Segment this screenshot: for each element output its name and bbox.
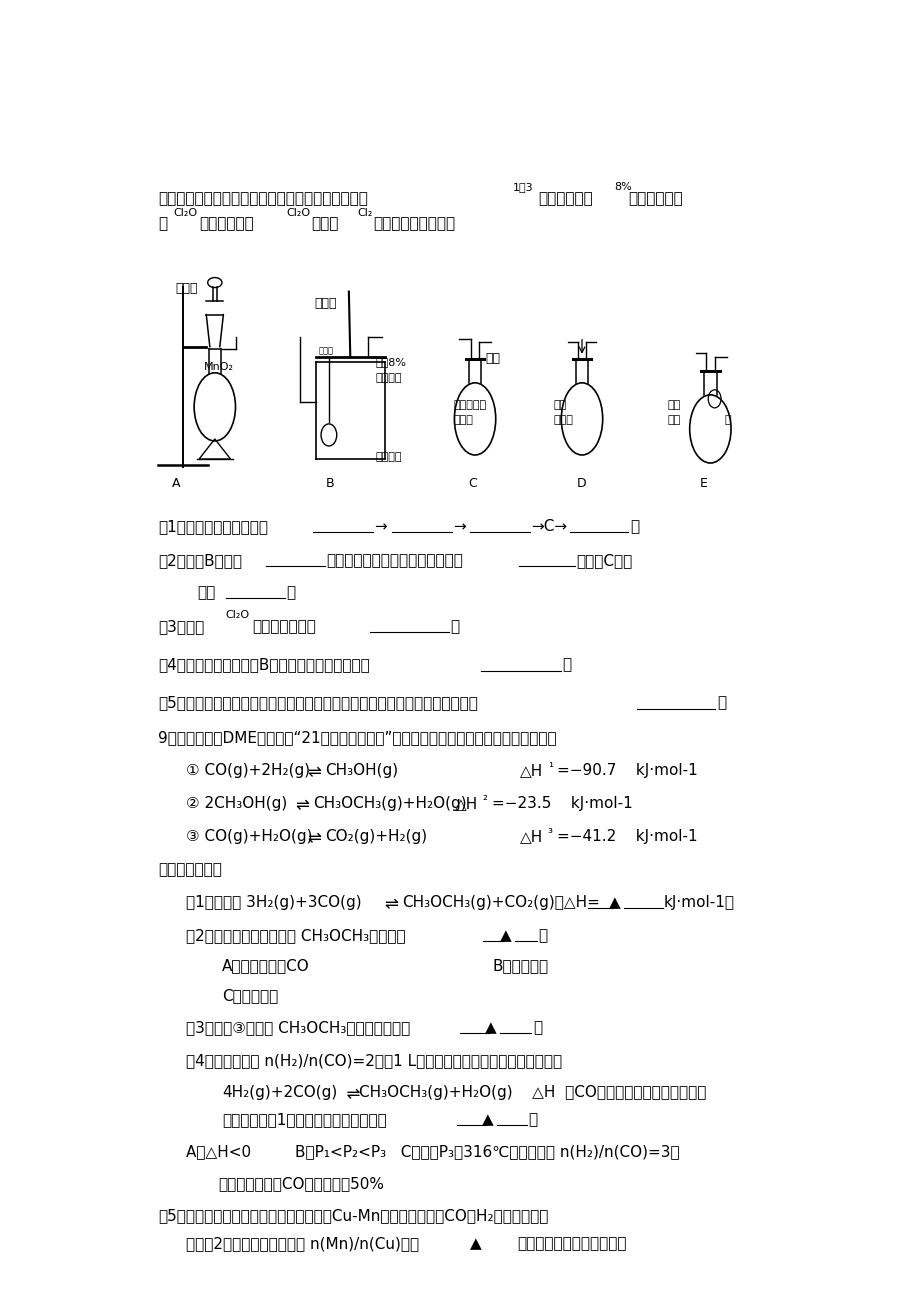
Text: 。: 。 bbox=[286, 586, 295, 600]
Text: ▲: ▲ bbox=[484, 1021, 496, 1035]
Text: 正确云: 正确云 bbox=[318, 346, 333, 355]
Text: Cl₂O: Cl₂O bbox=[174, 208, 198, 219]
Text: （5）此方法相对于用氯气直接溡于水制备次氯酸溶液有两个主要优点，分别是: （5）此方法相对于用氯气直接溡于水制备次氯酸溶液有两个主要优点，分别是 bbox=[158, 695, 477, 711]
Text: 观察图2回答问题。如化剂中 n(Mn)/n(Cu)约为: 观察图2回答问题。如化剂中 n(Mn)/n(Cu)约为 bbox=[186, 1236, 419, 1251]
Text: Cl₂O: Cl₂O bbox=[286, 208, 310, 219]
Text: A: A bbox=[172, 477, 180, 490]
Text: ⇌: ⇌ bbox=[295, 796, 309, 814]
Text: （3）制备: （3）制备 bbox=[158, 620, 204, 634]
Text: （1）各装置的连接顺序为: （1）各装置的连接顺序为 bbox=[158, 519, 267, 534]
Text: 的碳酸钓中制: 的碳酸钓中制 bbox=[628, 191, 683, 206]
Text: ₂: ₂ bbox=[482, 790, 487, 803]
Text: ▲: ▲ bbox=[470, 1236, 482, 1251]
Text: ₁: ₁ bbox=[547, 756, 552, 769]
Text: CH₃OCH₃(g)+H₂O(g): CH₃OCH₃(g)+H₂O(g) bbox=[312, 796, 466, 811]
Text: 。: 。 bbox=[562, 658, 571, 673]
Text: 含汸8%: 含汸8% bbox=[375, 357, 406, 367]
Text: =−41.2    kJ·mol-1: =−41.2 kJ·mol-1 bbox=[557, 829, 697, 844]
Text: 球泡: 球泡 bbox=[667, 415, 680, 424]
Text: 。: 。 bbox=[716, 695, 725, 711]
Text: （不含: （不含 bbox=[311, 216, 338, 232]
Text: ，其中多孔球泡和搞拌棒的作用是: ，其中多孔球泡和搞拌棒的作用是 bbox=[325, 553, 462, 568]
Text: 多孔: 多孔 bbox=[667, 400, 680, 410]
Text: 9题：二甲醚（DME）被誉为“21世纪的清洁燃料”。由合成气制备二甲醚的主要原理如下：: 9题：二甲醚（DME）被誉为“21世纪的清洁燃料”。由合成气制备二甲醚的主要原理… bbox=[158, 729, 556, 745]
Text: Cl₂O: Cl₂O bbox=[225, 611, 249, 620]
Text: CH₃OH(g): CH₃OH(g) bbox=[325, 763, 398, 777]
Text: ③ CO(g)+H₂O(g): ③ CO(g)+H₂O(g) bbox=[186, 829, 312, 844]
Text: 饱和: 饱和 bbox=[553, 400, 566, 410]
Text: A．△H<0         B．P₁<P₂<P₃   C．若在P₃和316℃时，起始时 n(H₂)/n(CO)=3，: A．△H<0 B．P₁<P₂<P₃ C．若在P₃和316℃时，起始时 n(H₂)… bbox=[186, 1143, 679, 1159]
Text: ⇌: ⇌ bbox=[384, 894, 398, 913]
Text: 。: 。 bbox=[532, 1021, 541, 1035]
Text: ▲: ▲ bbox=[482, 1112, 494, 1126]
Text: 多孔球泡: 多孔球泡 bbox=[375, 452, 402, 462]
Text: D: D bbox=[576, 477, 586, 490]
Text: kJ·mol-1。: kJ·mol-1。 bbox=[664, 894, 734, 910]
Text: △H: △H bbox=[519, 829, 542, 844]
Text: ⇌: ⇌ bbox=[307, 829, 321, 846]
Text: CO₂(g)+H₂(g): CO₂(g)+H₂(g) bbox=[325, 829, 427, 844]
Text: （2）下列措施中，能提高 CH₃OCH₃产率的有: （2）下列措施中，能提高 CH₃OCH₃产率的有 bbox=[186, 928, 405, 943]
Text: 用是: 用是 bbox=[197, 586, 215, 600]
Text: （3）反应③能提高 CH₃OCH₃的产率，原因是: （3）反应③能提高 CH₃OCH₃的产率，原因是 bbox=[186, 1021, 410, 1035]
Text: 备: 备 bbox=[158, 216, 166, 232]
Text: 空气: 空气 bbox=[485, 352, 500, 365]
Text: △H: △H bbox=[455, 796, 478, 811]
Text: 食盐水: 食盐水 bbox=[553, 415, 573, 424]
Text: 浓盐酸: 浓盐酸 bbox=[176, 281, 198, 294]
Text: △H: △H bbox=[519, 763, 542, 777]
Text: 水: 水 bbox=[724, 415, 731, 424]
Text: （4）反应过程中，装置B需放在冷水中，其目的是: （4）反应过程中，装置B需放在冷水中，其目的是 bbox=[158, 658, 369, 673]
Text: 则达到平衡时，CO转化率小于50%: 则达到平衡时，CO转化率小于50% bbox=[218, 1176, 384, 1191]
Text: 搞拌棒: 搞拌棒 bbox=[314, 297, 336, 310]
Text: C．增大压强: C．增大压强 bbox=[221, 988, 278, 1004]
Text: ，并用水吸收: ，并用水吸收 bbox=[199, 216, 254, 232]
Text: 1：3: 1：3 bbox=[512, 182, 533, 193]
Text: A．使用过量的CO: A．使用过量的CO bbox=[221, 958, 310, 974]
Text: →C→: →C→ bbox=[531, 519, 567, 534]
Text: 8%: 8% bbox=[614, 182, 631, 193]
Text: ① CO(g)+2H₂(g): ① CO(g)+2H₂(g) bbox=[186, 763, 310, 777]
Text: C: C bbox=[468, 477, 476, 490]
Text: →: → bbox=[374, 519, 387, 534]
Text: Cl₂: Cl₂ bbox=[357, 208, 372, 219]
Text: MnO₂: MnO₂ bbox=[204, 362, 233, 372]
Text: 的碳酸钓: 的碳酸钓 bbox=[375, 372, 402, 383]
Text: =−90.7    kJ·mol-1: =−90.7 kJ·mol-1 bbox=[557, 763, 697, 777]
Text: =−23.5    kJ·mol-1: =−23.5 kJ·mol-1 bbox=[492, 796, 632, 811]
Text: E: E bbox=[698, 477, 707, 490]
Text: ；装置C的作: ；装置C的作 bbox=[575, 553, 632, 568]
Text: ② 2CH₃OH(g): ② 2CH₃OH(g) bbox=[186, 796, 288, 811]
Text: 变化关系如图1所示，下列说法正确的是: 变化关系如图1所示，下列说法正确的是 bbox=[221, 1112, 386, 1126]
Text: 。: 。 bbox=[449, 620, 459, 634]
Text: ⇌: ⇌ bbox=[335, 1085, 360, 1103]
Text: （1）则反应 3H₂(g)+3CO(g): （1）则反应 3H₂(g)+3CO(g) bbox=[186, 894, 361, 910]
Text: 足量四氯化: 足量四氯化 bbox=[453, 400, 486, 410]
Text: 。: 。 bbox=[538, 928, 547, 943]
Text: 时最有利于二甲醚的合成。: 时最有利于二甲醚的合成。 bbox=[516, 1236, 626, 1251]
Text: （2）装置B的名称: （2）装置B的名称 bbox=[158, 553, 242, 568]
Text: ）制备次氯酸溶液。: ）制备次氯酸溶液。 bbox=[373, 216, 455, 232]
Text: B．升高温度: B．升高温度 bbox=[493, 958, 549, 974]
Text: ₃: ₃ bbox=[547, 823, 552, 836]
Text: ▲: ▲ bbox=[500, 928, 511, 943]
Text: 的化学方程式为: 的化学方程式为 bbox=[253, 620, 316, 634]
Text: B: B bbox=[325, 477, 334, 490]
Text: CH₃OCH₃(g)+H₂O(g)    △H  其CO的平衡转化率随温度、压强: CH₃OCH₃(g)+H₂O(g) △H 其CO的平衡转化率随温度、压强 bbox=[358, 1085, 706, 1100]
Text: ▲: ▲ bbox=[608, 894, 620, 910]
Text: 《制备产品》将氯气和空气（不参与反应）按体积比: 《制备产品》将氯气和空气（不参与反应）按体积比 bbox=[158, 191, 368, 206]
Text: （4）将合成气以 n(H₂)/n(CO)=2通入1 L的反应器中，一定条件下发生反应：: （4）将合成气以 n(H₂)/n(CO)=2通入1 L的反应器中，一定条件下发生… bbox=[186, 1053, 562, 1069]
Text: 回答下列问题：: 回答下列问题： bbox=[158, 862, 221, 878]
Text: 4H₂(g)+2CO(g): 4H₂(g)+2CO(g) bbox=[221, 1085, 337, 1100]
Text: →: → bbox=[452, 519, 465, 534]
Text: （5）采用一种新型的如化剂（主要成分是Cu-Mn的合金），利用CO和H₂制备二甲醚。: （5）采用一种新型的如化剂（主要成分是Cu-Mn的合金），利用CO和H₂制备二甲… bbox=[158, 1208, 548, 1223]
Text: 。: 。 bbox=[630, 519, 638, 534]
Text: 碳溶液: 碳溶液 bbox=[453, 415, 473, 424]
Text: CH₃OCH₃(g)+CO₂(g)的△H=: CH₃OCH₃(g)+CO₂(g)的△H= bbox=[402, 894, 599, 910]
Text: 。: 。 bbox=[528, 1112, 537, 1126]
Text: 混合通入含水: 混合通入含水 bbox=[538, 191, 593, 206]
Text: ⇌: ⇌ bbox=[307, 763, 321, 781]
